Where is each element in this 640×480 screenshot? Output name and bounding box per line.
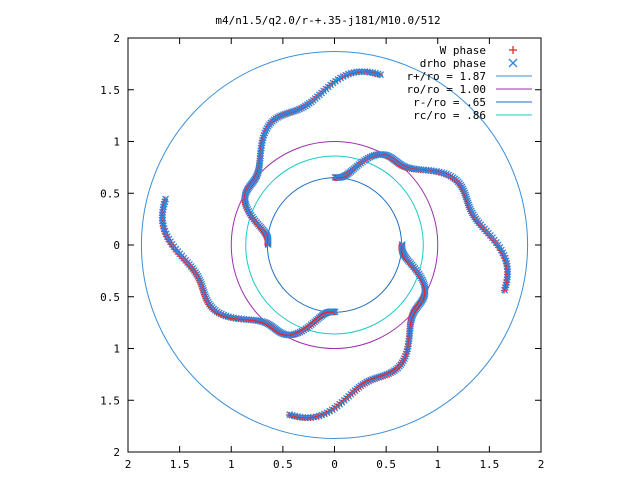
y-tick-label: 1.5 (100, 394, 120, 407)
data-points (158, 68, 512, 422)
y-tick-label: 0.5 (100, 187, 120, 200)
reference-circle (230, 141, 439, 349)
y-tick-label: 1 (113, 343, 120, 356)
drho-phase-point (264, 241, 272, 249)
drho-phase-point (159, 208, 167, 216)
y-tick-label: 0.5 (100, 291, 120, 304)
x-tick-label: 1.5 (170, 458, 190, 471)
y-tick-label: 0 (113, 239, 120, 252)
drho-phase-point (363, 68, 371, 76)
x-tick-label: 0.5 (273, 458, 293, 471)
drho-phase-point (358, 68, 366, 76)
drho-phase-point (159, 211, 166, 219)
legend-label: drho phase (420, 57, 486, 70)
reference-circle (140, 50, 529, 440)
legend-label: r-/ro = .65 (413, 96, 486, 109)
legend-label: rc/ro = .86 (413, 109, 486, 122)
drho-phase-point (331, 308, 339, 316)
reference-circle (245, 155, 424, 335)
x-tick-label: 2 (125, 458, 132, 471)
axes: 2 1.5 1 0.5 0 0.5 1 1.5 221.510.500.511.52 (100, 32, 544, 471)
x-tick-label: 0 (331, 458, 338, 471)
legend-label: ro/ro = 1.00 (407, 83, 486, 96)
drho-phase-point (398, 241, 406, 249)
reference-circle (266, 177, 403, 313)
y-tick-label: 1.5 (100, 84, 120, 97)
drho-phase-point (159, 214, 166, 222)
legend-cross-marker (508, 58, 518, 68)
drho-phase-point (361, 68, 369, 76)
y-tick-label: 1 (113, 136, 120, 149)
legend-label: r+/ro = 1.87 (407, 70, 486, 83)
x-tick-label: 1 (434, 458, 441, 471)
legend-label: W phase (440, 44, 486, 57)
drho-phase-point (433, 167, 441, 175)
x-tick-label: 0.5 (376, 458, 396, 471)
drho-phase-point (331, 173, 339, 181)
x-tick-label: 2 (538, 458, 545, 471)
y-tick-label: 2 (113, 446, 120, 459)
x-tick-label: 1 (228, 458, 235, 471)
y-tick-label: 2 (113, 32, 120, 45)
chart-title: m4/n1.5/q2.0/r-+.35-j181/M10.0/512 (215, 14, 440, 27)
legend-plus-marker (509, 46, 517, 54)
drho-phase-point (258, 139, 266, 147)
x-tick-label: 1.5 (479, 458, 499, 471)
drho-phase-point (355, 68, 363, 76)
drho-phase-point (159, 216, 167, 224)
